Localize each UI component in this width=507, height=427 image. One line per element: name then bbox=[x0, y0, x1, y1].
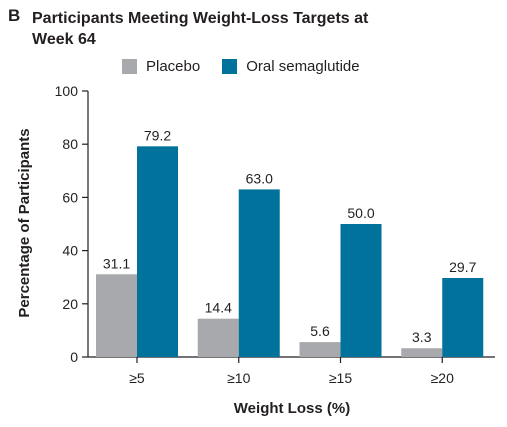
x-tick-label: ≥20 bbox=[431, 370, 454, 386]
data-labels: 31.1 79.2 14.4 63.0 5.6 50.0 3.3 29.7 bbox=[103, 127, 477, 345]
y-tick-label: 20 bbox=[62, 296, 78, 312]
panel-label: B bbox=[8, 6, 21, 25]
data-label: 29.7 bbox=[449, 259, 476, 275]
legend-label-placebo: Placebo bbox=[146, 58, 201, 75]
legend-swatch-oral-semaglutide bbox=[222, 59, 238, 74]
x-tick-label: ≥10 bbox=[227, 370, 250, 386]
bar-placebo bbox=[197, 318, 239, 357]
data-label: 14.4 bbox=[205, 300, 232, 316]
data-label: 50.0 bbox=[347, 205, 374, 221]
legend-label-oral-semaglutide: Oral semaglutide bbox=[246, 58, 360, 75]
bar-placebo bbox=[96, 274, 137, 357]
data-label: 3.3 bbox=[412, 329, 432, 345]
x-axis-title: Weight Loss (%) bbox=[234, 400, 350, 417]
data-label: 5.6 bbox=[310, 323, 330, 339]
bars bbox=[96, 146, 484, 357]
data-label: 79.2 bbox=[144, 127, 171, 143]
x-tick-label: ≥15 bbox=[329, 370, 352, 386]
legend-item-oral-semaglutide: Oral semaglutide bbox=[222, 58, 360, 75]
bar-placebo bbox=[299, 342, 341, 357]
y-tick-label: 0 bbox=[70, 349, 78, 365]
bar-oral-semaglutide bbox=[238, 189, 280, 357]
data-label: 31.1 bbox=[103, 255, 130, 271]
y-axis-title: Percentage of Participants bbox=[16, 128, 33, 317]
y-tick-label: 80 bbox=[62, 136, 78, 152]
bar-oral-semaglutide bbox=[442, 277, 484, 357]
y-tick-label: 100 bbox=[55, 83, 79, 99]
y-tick-label: 60 bbox=[62, 189, 78, 205]
bar-oral-semaglutide bbox=[137, 146, 178, 357]
data-label: 63.0 bbox=[246, 170, 273, 186]
bar-oral-semaglutide bbox=[340, 224, 382, 357]
bar-placebo bbox=[401, 348, 443, 357]
legend: Placebo Oral semaglutide bbox=[122, 58, 382, 75]
x-tick-label: ≥5 bbox=[129, 370, 145, 386]
y-tick-label: 40 bbox=[62, 243, 78, 259]
legend-swatch-placebo bbox=[122, 59, 137, 74]
chart-title: Participants Meeting Weight-Loss Targets… bbox=[32, 10, 369, 48]
legend-item-placebo: Placebo bbox=[122, 58, 200, 75]
